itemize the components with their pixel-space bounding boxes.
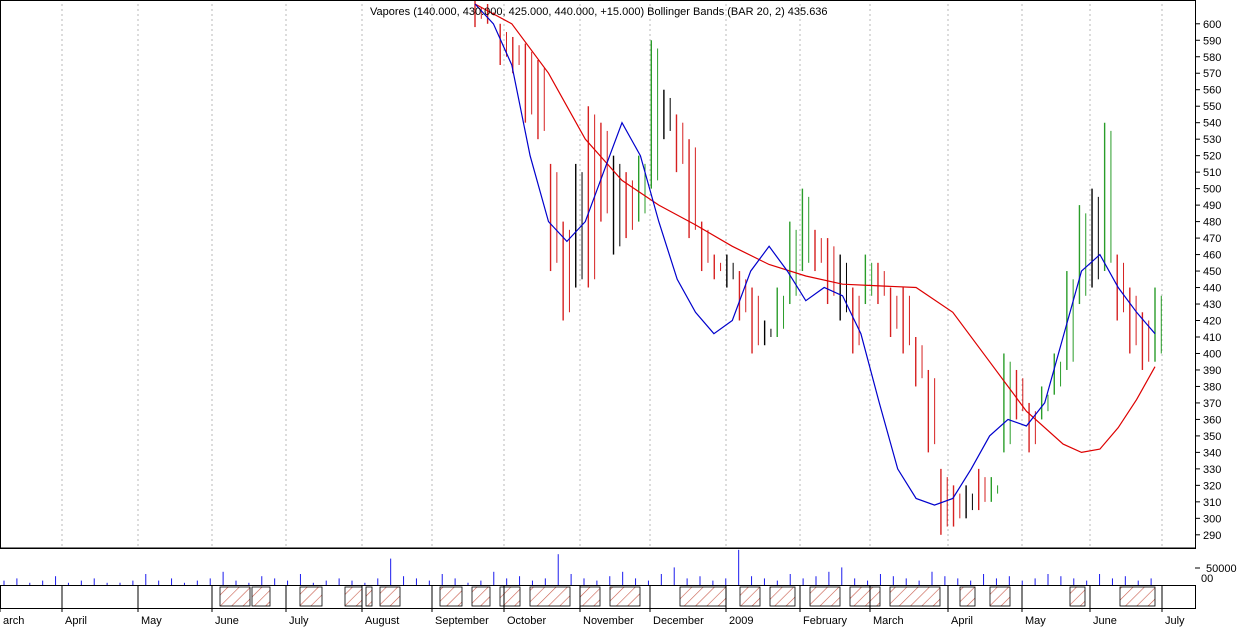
signal-band-segment xyxy=(1119,586,1156,607)
month-label: September xyxy=(435,615,489,627)
signal-band-segment xyxy=(959,586,976,607)
month-label: February xyxy=(803,615,848,627)
fast-moving-average-line xyxy=(474,3,1156,506)
y-tick-label: 390 xyxy=(1203,365,1221,377)
axes: arch April May June July August September Octob… xyxy=(0,0,1221,627)
y-tick-label: 360 xyxy=(1203,414,1221,426)
signal-band-segment xyxy=(1069,586,1086,607)
y-tick-label: 410 xyxy=(1203,332,1221,344)
month-label: July xyxy=(1165,615,1185,627)
month-label: May xyxy=(1025,615,1046,627)
y-tick-label: 380 xyxy=(1203,381,1221,393)
month-label: November xyxy=(583,615,634,627)
y-tick-label: 420 xyxy=(1203,316,1221,328)
signal-band-segment xyxy=(499,586,521,607)
volume-scale-label: 50000 xyxy=(1206,563,1237,575)
signal-band-segment xyxy=(739,586,761,607)
y-tick-label: 590 xyxy=(1203,35,1221,47)
y-tick-label: 600 xyxy=(1203,19,1221,31)
grid-lines xyxy=(61,4,1163,548)
month-label: August xyxy=(365,615,399,627)
y-tick-label: 430 xyxy=(1203,299,1221,311)
month-label: arch xyxy=(3,615,24,627)
y-tick-label: 470 xyxy=(1203,233,1221,245)
signal-band-segment xyxy=(365,586,373,607)
y-tick-label: 450 xyxy=(1203,266,1221,278)
signal-band-segment xyxy=(379,586,401,607)
y-tick-label: 320 xyxy=(1203,480,1221,492)
signal-band-segment xyxy=(769,586,796,607)
signal-band-segment xyxy=(989,586,1011,607)
signal-band-segment xyxy=(251,586,271,607)
month-label: December xyxy=(653,615,704,627)
slow-moving-average-line xyxy=(474,3,1156,454)
month-label: June xyxy=(215,615,239,627)
month-label: March xyxy=(873,615,904,627)
month-label: 2009 xyxy=(729,615,753,627)
signal-band-segment xyxy=(579,586,601,607)
y-tick-label: 540 xyxy=(1203,118,1221,130)
y-tick-label: 530 xyxy=(1203,134,1221,146)
signal-band-segment xyxy=(609,586,641,607)
y-tick-label: 330 xyxy=(1203,464,1221,476)
signal-band-segment xyxy=(219,586,251,607)
y-tick-label: 560 xyxy=(1203,85,1221,97)
y-tick-label: 520 xyxy=(1203,151,1221,163)
price-bars xyxy=(474,0,1162,535)
month-label: April xyxy=(65,615,87,627)
y-tick-label: 490 xyxy=(1203,200,1221,212)
signal-band-segment xyxy=(344,586,363,607)
month-label: April xyxy=(951,615,973,627)
month-label: July xyxy=(289,615,309,627)
y-tick-label: 580 xyxy=(1203,52,1221,64)
chart-title: Vapores (140.000, 430.000, 425.000, 440.… xyxy=(370,6,828,18)
month-label: May xyxy=(141,615,162,627)
moving-averages xyxy=(474,3,1156,506)
y-tick-label: 310 xyxy=(1203,497,1221,509)
y-tick-label: 340 xyxy=(1203,447,1221,459)
y-tick-label: 480 xyxy=(1203,217,1221,229)
signal-band-segment xyxy=(471,586,491,607)
y-tick-label: 290 xyxy=(1203,530,1221,542)
signal-band-segment xyxy=(889,586,941,607)
y-tick-label: 300 xyxy=(1203,513,1221,525)
y-tick-label: 370 xyxy=(1203,398,1221,410)
y-tick-label: 350 xyxy=(1203,431,1221,443)
signal-band-segment xyxy=(299,586,323,607)
signal-band-segment xyxy=(809,586,841,607)
price-frame xyxy=(0,0,1196,549)
volume-scale-label: 00 xyxy=(1201,573,1213,585)
y-tick-label: 570 xyxy=(1203,68,1221,80)
signal-band-segment xyxy=(529,586,571,607)
y-tick-label: 400 xyxy=(1203,348,1221,360)
signal-band-segment xyxy=(679,586,727,607)
signal-band xyxy=(0,585,1196,609)
month-label: June xyxy=(1093,615,1117,627)
month-label: October xyxy=(507,615,546,627)
signal-band-segment xyxy=(439,586,463,607)
y-tick-label: 510 xyxy=(1203,167,1221,179)
signal-band-segment xyxy=(849,586,881,607)
y-tick-label: 500 xyxy=(1203,184,1221,196)
y-tick-label: 460 xyxy=(1203,250,1221,262)
y-tick-label: 440 xyxy=(1203,283,1221,295)
y-tick-label: 550 xyxy=(1203,101,1221,113)
